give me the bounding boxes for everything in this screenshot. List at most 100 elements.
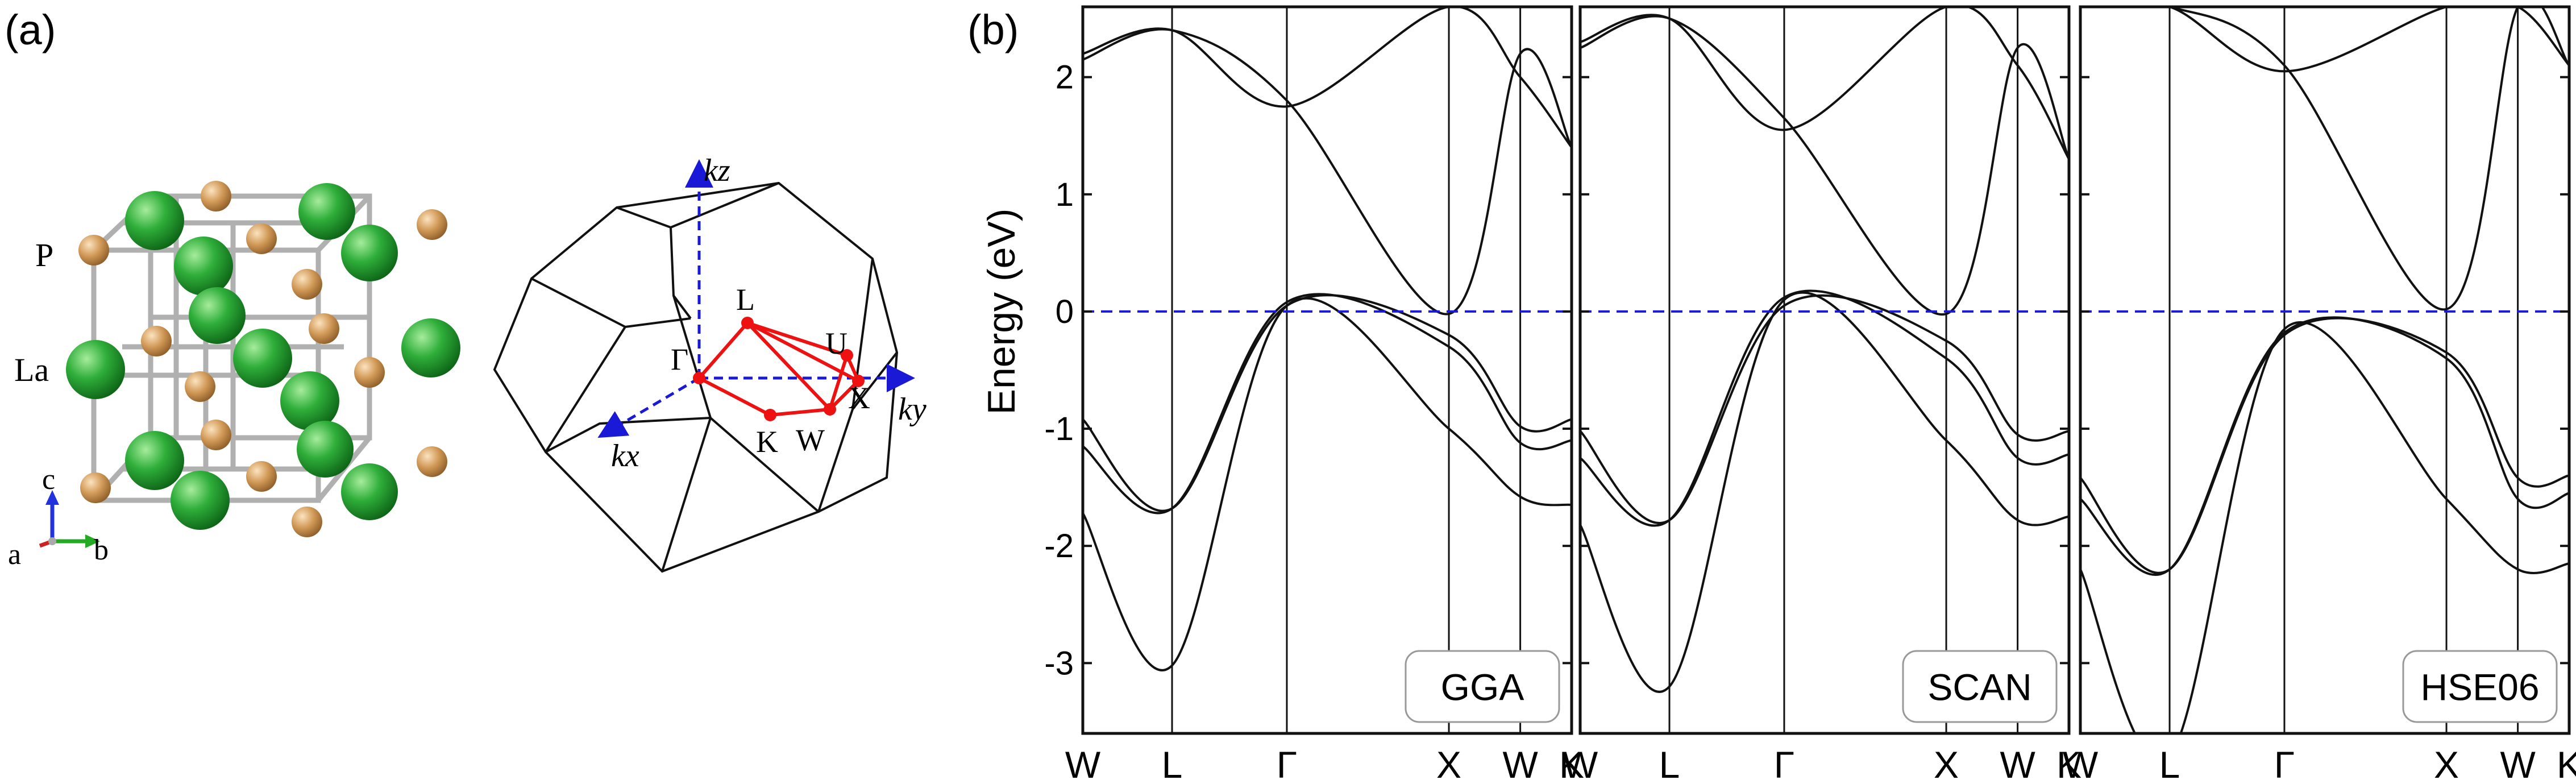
y-tick-label: 0 [1056,293,1074,330]
kpoint-label: X [1436,744,1461,784]
method-legend: GGA [1405,650,1560,723]
bz-labels: kz ky kx Γ L K W U X [611,153,926,474]
p-atom [201,181,231,211]
la-atom [297,421,354,478]
band-line-b3 [2080,317,2569,574]
la-atom [341,463,398,520]
panel-b-label: (b) [967,6,1019,53]
ky-label: ky [898,392,926,427]
kz-label: kz [704,153,730,188]
kpoint-label: Γ [1277,744,1297,784]
la-atom [341,225,398,281]
brillouin-zone [493,181,899,573]
kpoint-label: Γ [1774,744,1794,784]
panel-frame [1081,5,1573,735]
la-atom [66,340,125,399]
bz-highsym-points [693,317,865,421]
bz-label-u: U [825,326,847,360]
p-atom [246,223,277,254]
kpoint-label: W [1563,744,1598,784]
la-atom [174,237,233,296]
kpoint-label: L [2159,744,2180,784]
bz-label-w: W [796,423,825,457]
atom-label-la: La [14,351,49,388]
crystal-atoms [66,181,460,537]
band-line-b5 [2080,7,2569,73]
axis-label-a: a [8,538,21,571]
kpoint-label: X [1934,744,1959,784]
kpoint-label: L [1659,744,1680,784]
band-line-b5 [1580,7,2069,160]
p-atom [417,209,447,240]
band-line-b1 [2080,321,2569,733]
p-atom [141,326,172,356]
bz-axes [597,159,915,438]
p-atom [354,357,385,388]
p-atom [292,269,322,300]
la-atom [298,183,355,240]
band-line-b1 [1083,297,1572,671]
p-atom [78,235,109,266]
la-atom [233,329,292,388]
p-atom [292,507,322,537]
y-tick-label: -3 [1044,645,1074,682]
kpoint-label: K [2557,744,2576,784]
p-atom [80,472,111,503]
bz-label-x: X [848,381,870,415]
p-atom [309,313,339,344]
p-atom [246,461,277,492]
la-atom [280,371,339,430]
p-atom [185,371,215,402]
kpoint-label: K [2056,744,2081,784]
y-tick-label: -2 [1044,528,1074,565]
bz-point-gamma [693,372,705,384]
panel-frame [2079,5,2571,735]
y-axis-ticks: -3 -2 -1 0 1 2 [1044,59,1074,682]
bz-point-u [841,349,853,362]
band-line-b1 [1580,291,2069,693]
method-legend: HSE06 [2402,650,2558,723]
band-line-b2 [2080,316,2569,576]
band-line-b2 [1083,293,1572,515]
band-line-b4 [1083,28,1572,316]
bz-label-gamma: Γ [671,342,688,376]
atom-label-p: P [35,237,53,273]
axis-label-c: c [42,463,55,496]
kpoint-label: Γ [2274,744,2295,784]
method-legend: SCAN [1902,650,2058,723]
kpoint-label: L [1162,744,1183,784]
kpoint-label: W [2500,744,2536,784]
bz-label-k: K [756,425,778,459]
y-tick-label: 2 [1056,59,1074,96]
y-axis-label: Energy (eV) [980,209,1023,415]
kx-label: kx [611,438,639,474]
la-atom [401,318,460,378]
band-line-b5 [1083,7,1572,148]
bz-label-l: L [736,283,755,317]
y-tick-label: -1 [1044,410,1074,447]
band-line-b3 [1083,294,1572,512]
bz-point-w [824,403,836,416]
axis-label-b: b [94,534,109,566]
band-line-b4 [2080,7,2569,311]
kpoint-label: W [2000,744,2035,784]
la-atom [171,471,230,530]
band-line-b3 [1580,294,2069,524]
bz-point-k [764,409,776,421]
bz-point-x [852,375,865,387]
axes-triad [39,490,100,548]
la-atom [125,191,184,250]
method-legend-label: HSE06 [2420,666,2539,708]
la-atom [125,431,184,490]
kpoint-label: W [1502,744,1538,784]
panel-frame [1578,5,2071,735]
la-atom [189,287,246,344]
p-atom [201,420,231,450]
band-line-b4 [1580,15,2069,316]
panel-a-label: (a) [5,6,56,53]
